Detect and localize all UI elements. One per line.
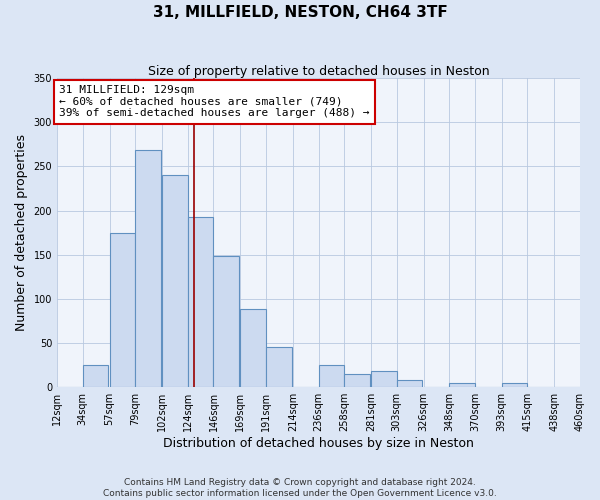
Title: Size of property relative to detached houses in Neston: Size of property relative to detached ho… [148, 65, 490, 78]
Bar [214, 256, 239, 387]
Bar [110, 232, 135, 387]
Bar [397, 380, 422, 387]
Bar [371, 372, 397, 387]
Bar [83, 365, 109, 387]
Bar [162, 175, 188, 387]
Bar [344, 374, 370, 387]
Bar [449, 383, 475, 387]
Bar [188, 216, 214, 387]
Bar [241, 308, 266, 387]
Text: 31, MILLFIELD, NESTON, CH64 3TF: 31, MILLFIELD, NESTON, CH64 3TF [152, 5, 448, 20]
X-axis label: Distribution of detached houses by size in Neston: Distribution of detached houses by size … [163, 437, 474, 450]
Bar [266, 346, 292, 387]
Bar [502, 383, 527, 387]
Text: 31 MILLFIELD: 129sqm
← 60% of detached houses are smaller (749)
39% of semi-deta: 31 MILLFIELD: 129sqm ← 60% of detached h… [59, 85, 370, 118]
Bar [319, 365, 344, 387]
Y-axis label: Number of detached properties: Number of detached properties [15, 134, 28, 331]
Bar [135, 150, 161, 387]
Text: Contains HM Land Registry data © Crown copyright and database right 2024.
Contai: Contains HM Land Registry data © Crown c… [103, 478, 497, 498]
